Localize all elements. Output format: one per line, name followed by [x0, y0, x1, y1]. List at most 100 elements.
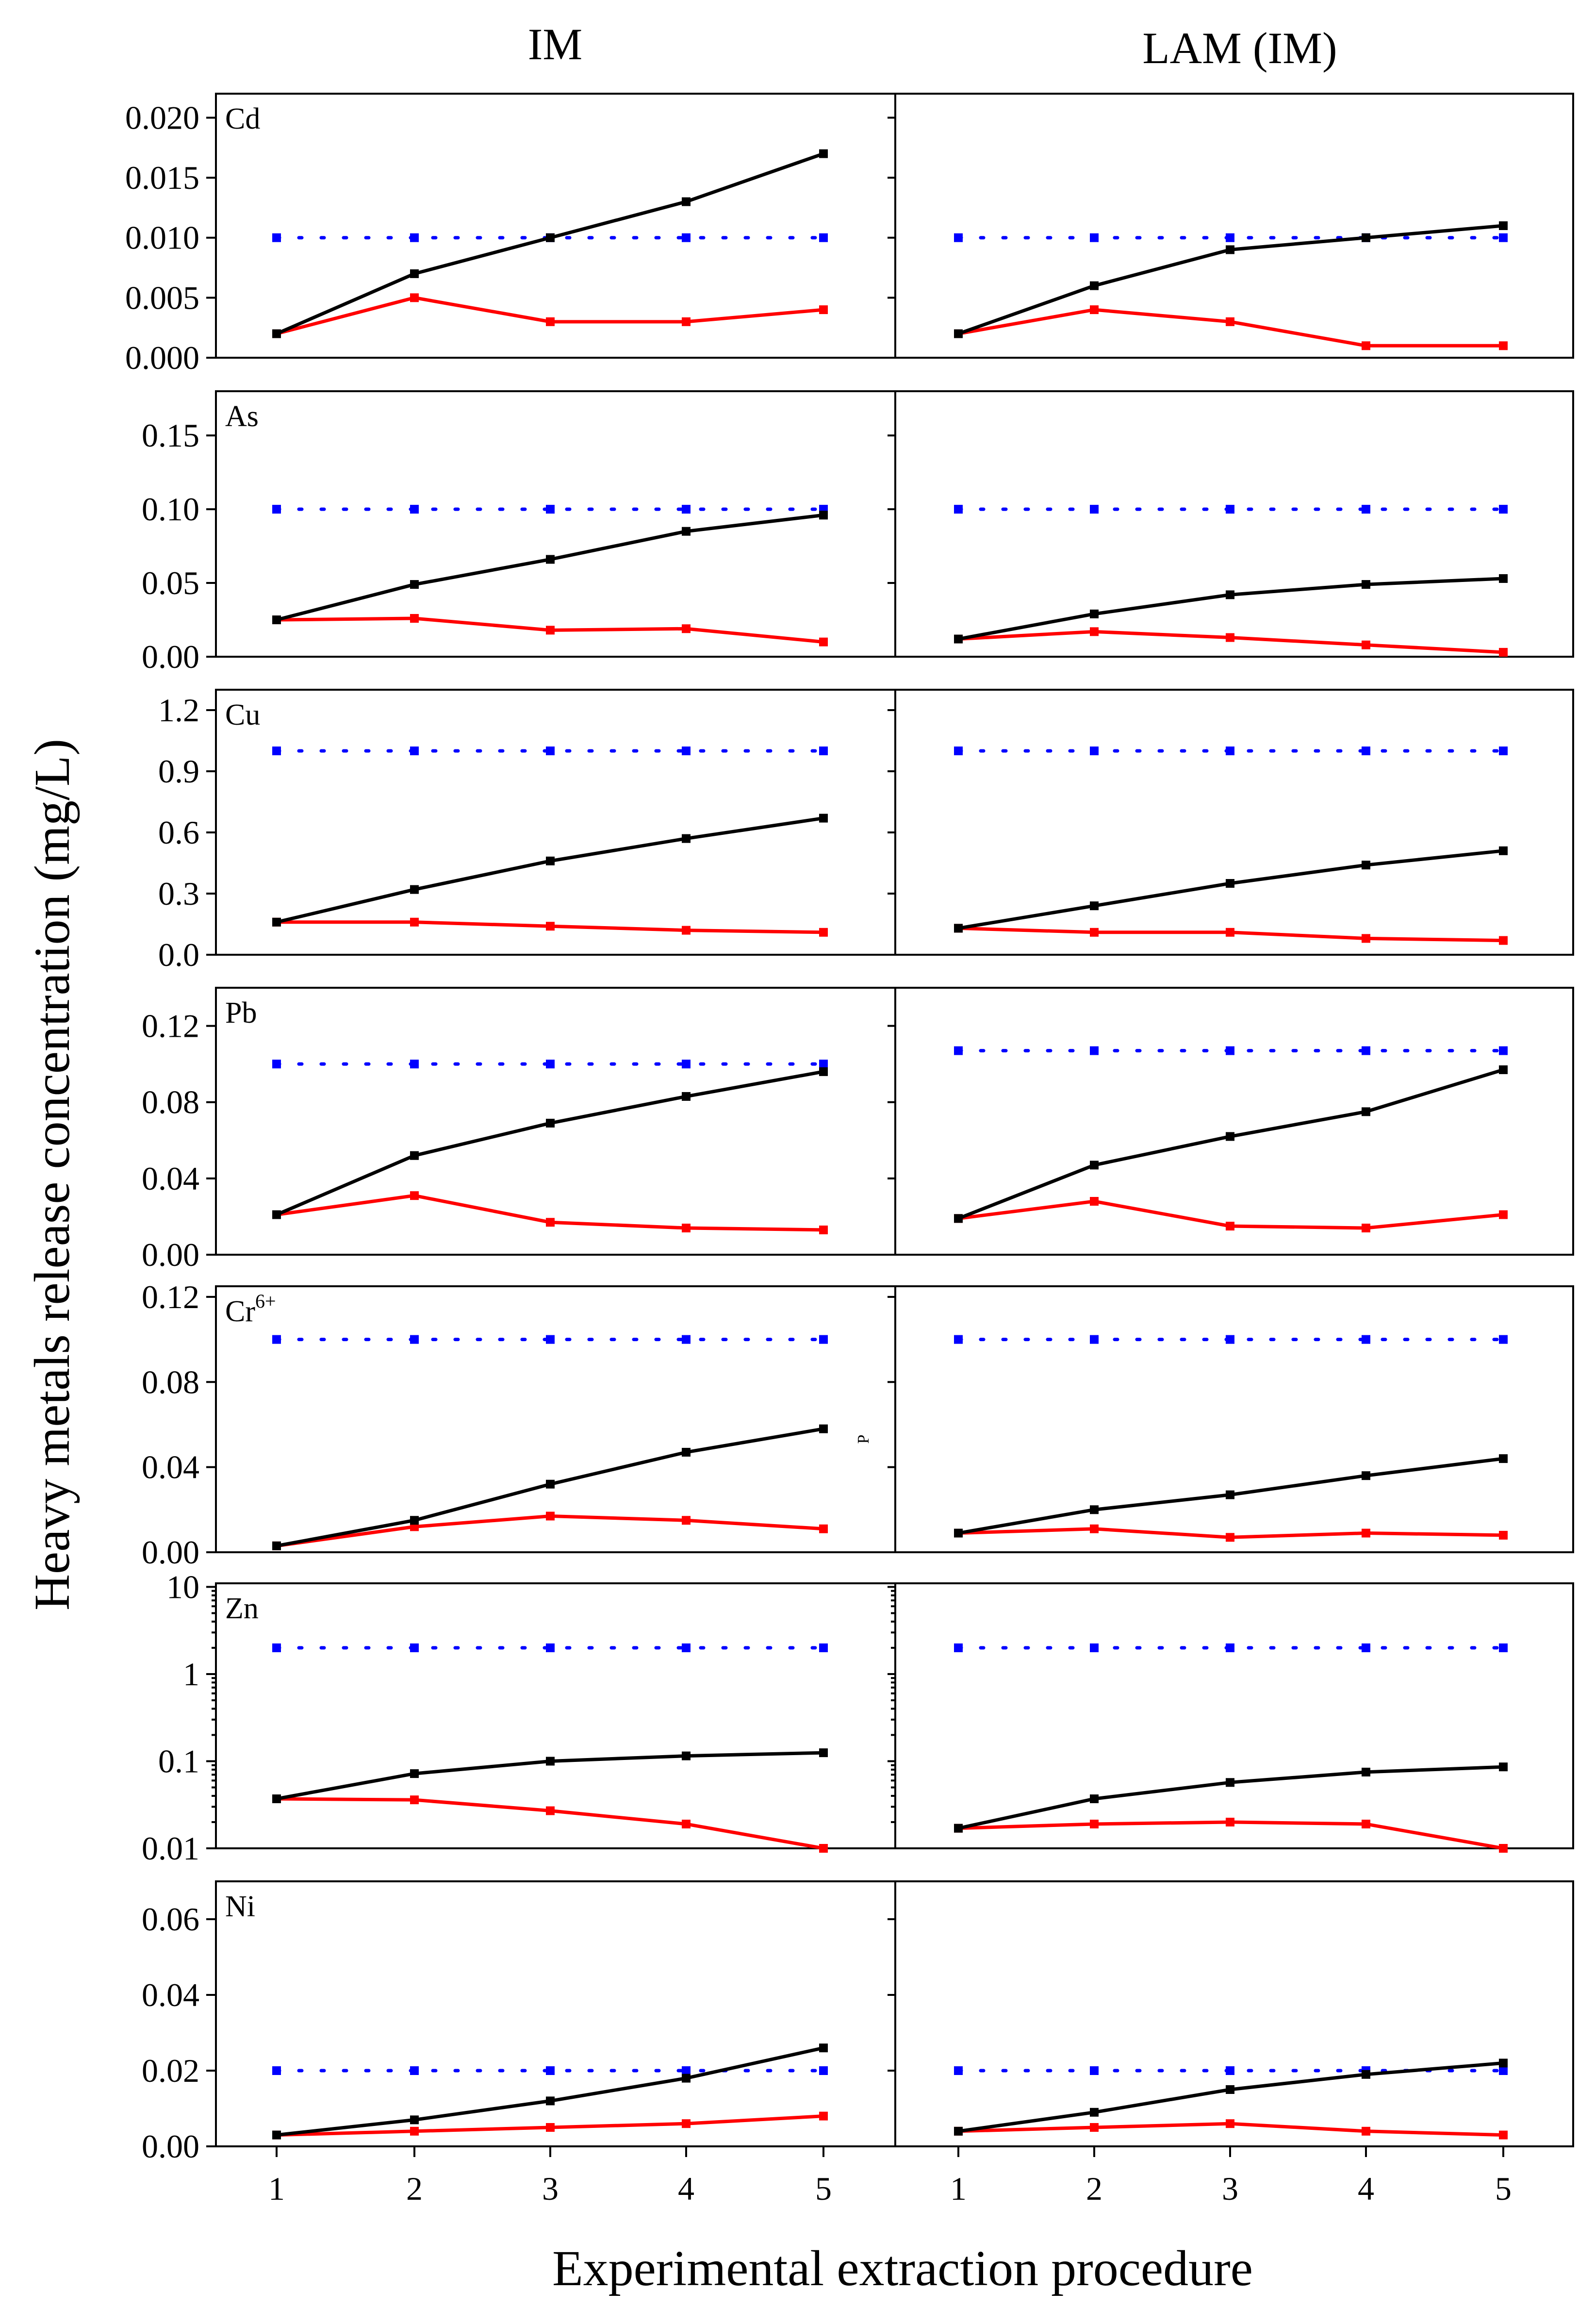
data-point-red-pb-im-5	[819, 1225, 828, 1234]
data-point-limit-as-im-4	[682, 505, 691, 514]
data-point-black-cr-im-1	[272, 1541, 281, 1550]
data-point-black-cu-im-4	[682, 834, 691, 843]
y-tick-label-as: 0.10	[142, 491, 199, 528]
data-point-red-pb-im-3	[546, 1218, 555, 1227]
data-point-red-cd-im-4	[682, 317, 691, 326]
data-point-limit-cr-im-3	[546, 1335, 555, 1344]
element-label-ni: Ni	[225, 1890, 255, 1923]
data-point-limit-pb-lam-5	[1499, 1046, 1508, 1055]
data-point-limit-ni-im-5	[819, 2066, 828, 2075]
data-point-black-cu-im-3	[546, 856, 555, 865]
y-tick-label-as: 0.15	[142, 417, 199, 454]
data-point-black-cr-im-2	[410, 1516, 419, 1525]
data-point-limit-cr-im-5	[819, 1335, 828, 1344]
y-tick-label-ni: 0.04	[142, 1976, 199, 2013]
data-point-red-cd-im-5	[819, 305, 828, 315]
data-point-black-cu-lam-4	[1362, 861, 1370, 870]
data-point-limit-cu-lam-1	[954, 747, 963, 755]
data-point-limit-ni-im-1	[272, 2066, 281, 2075]
data-point-limit-cd-lam-5	[1499, 233, 1508, 242]
data-point-black-as-im-4	[682, 527, 691, 536]
y-tick-label-pb: 0.00	[142, 1236, 199, 1273]
data-point-red-cr-lam-3	[1226, 1533, 1234, 1542]
data-point-black-cu-im-1	[272, 917, 281, 927]
data-point-limit-cu-im-5	[819, 747, 828, 755]
data-point-limit-cr-lam-3	[1226, 1335, 1234, 1344]
y-tick-label-cd: 0.005	[125, 279, 199, 316]
data-point-black-zn-lam-3	[1226, 1778, 1234, 1787]
data-point-black-as-lam-5	[1499, 574, 1508, 583]
data-point-red-pb-im-2	[410, 1191, 419, 1200]
data-point-red-ni-im-2	[410, 2126, 419, 2136]
y-tick-label-pb: 0.08	[142, 1084, 199, 1121]
y-tick-label-cr: 0.08	[142, 1363, 199, 1400]
x-axis-title: Experimental extraction procedure	[552, 2241, 1253, 2296]
data-point-limit-as-im-3	[546, 505, 555, 514]
data-point-black-pb-im-1	[272, 1210, 281, 1219]
data-point-black-ni-lam-5	[1499, 2058, 1508, 2068]
data-point-black-cr-lam-3	[1226, 1490, 1234, 1499]
data-point-red-ni-lam-3	[1226, 2119, 1234, 2128]
data-point-black-pb-im-5	[819, 1067, 828, 1076]
data-point-black-cr-lam-2	[1090, 1505, 1099, 1514]
y-tick-label-pb: 0.04	[142, 1160, 199, 1197]
data-point-red-zn-im-2	[410, 1795, 419, 1805]
data-point-limit-pb-im-2	[410, 1060, 419, 1069]
y-tick-label-cr: 0.04	[142, 1449, 199, 1486]
element-label-cr: Cr6+	[225, 1290, 276, 1328]
data-point-black-zn-im-1	[272, 1794, 281, 1803]
data-point-red-zn-im-5	[819, 1844, 828, 1853]
panel-frame-ni-im	[215, 1880, 896, 2147]
series-line-black-cd-im	[275, 152, 825, 336]
data-point-black-cd-im-4	[682, 197, 691, 206]
data-point-black-ni-lam-2	[1090, 2108, 1099, 2117]
data-point-red-zn-lam-5	[1499, 1844, 1508, 1853]
data-point-red-zn-im-3	[546, 1806, 555, 1815]
data-point-red-as-im-2	[410, 614, 419, 623]
data-point-red-cd-im-2	[410, 293, 419, 302]
data-point-black-cr-lam-4	[1362, 1471, 1370, 1480]
data-point-red-as-lam-3	[1226, 633, 1234, 642]
data-point-limit-ni-lam-2	[1090, 2066, 1099, 2075]
data-point-black-zn-im-3	[546, 1757, 555, 1766]
data-point-red-ni-im-4	[682, 2119, 691, 2128]
panel-frame-pb-lam	[894, 987, 1574, 1256]
data-point-red-zn-lam-3	[1226, 1817, 1234, 1826]
data-point-red-pb-im-4	[682, 1224, 691, 1232]
data-point-limit-cr-im-2	[410, 1335, 419, 1344]
data-point-red-ni-im-5	[819, 2111, 828, 2121]
data-point-black-cd-lam-3	[1226, 245, 1234, 254]
data-point-red-cd-lam-2	[1090, 305, 1099, 315]
data-point-limit-pb-im-1	[272, 1060, 281, 1069]
data-point-black-as-im-5	[819, 511, 828, 520]
data-point-limit-cu-im-3	[546, 747, 555, 755]
panel-frame-as-im	[215, 390, 896, 658]
data-point-limit-cu-lam-4	[1362, 747, 1370, 755]
y-tick-label-cd: 0.010	[125, 219, 199, 256]
data-point-limit-cd-lam-3	[1226, 233, 1234, 242]
series-line-black-as-im	[275, 513, 825, 622]
data-point-red-zn-lam-2	[1090, 1819, 1099, 1828]
x-tick-label-lam: 4	[1358, 2170, 1374, 2207]
data-point-limit-cr-im-1	[272, 1335, 281, 1344]
x-tick-label-im: 5	[815, 2170, 832, 2207]
data-point-red-cd-lam-4	[1362, 341, 1370, 350]
data-point-red-cu-im-3	[546, 922, 555, 931]
data-point-limit-cd-lam-1	[954, 233, 963, 242]
data-point-black-ni-im-3	[546, 2096, 555, 2106]
data-point-red-cd-lam-3	[1226, 317, 1234, 326]
data-point-limit-zn-lam-2	[1090, 1643, 1099, 1652]
data-point-black-cr-im-4	[682, 1447, 691, 1457]
series-line-black-cu-im	[275, 816, 825, 924]
y-tick-label-zn: 1	[183, 1656, 199, 1693]
data-point-limit-cr-lam-1	[954, 1335, 963, 1344]
data-point-red-cu-im-2	[410, 917, 419, 927]
x-tick-label-im: 4	[678, 2170, 694, 2207]
data-point-black-cu-lam-2	[1090, 901, 1099, 911]
y-tick-label-cd: 0.000	[125, 339, 199, 376]
data-point-red-zn-lam-4	[1362, 1819, 1370, 1828]
data-point-limit-cr-lam-2	[1090, 1335, 1099, 1344]
data-point-red-ni-im-3	[546, 2123, 555, 2132]
y-tick-label-zn: 10	[166, 1568, 199, 1605]
data-point-black-cd-lam-1	[954, 329, 963, 338]
